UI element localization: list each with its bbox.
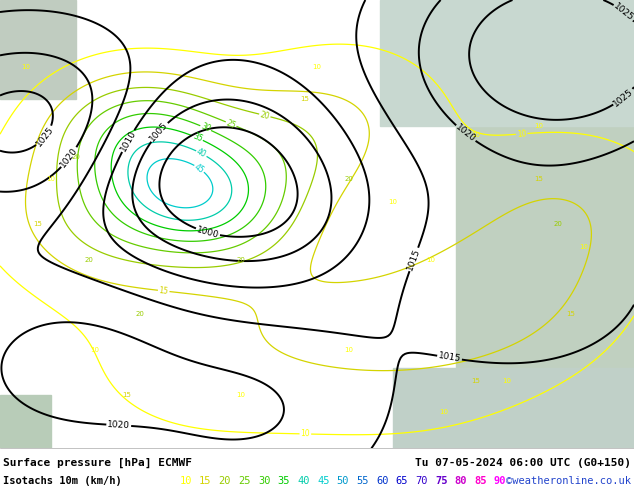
Text: 10: 10 [471,131,480,138]
Text: 20: 20 [259,110,271,121]
Text: 40: 40 [195,147,208,160]
Polygon shape [380,0,634,125]
Text: 35: 35 [278,476,290,486]
Text: 10: 10 [313,64,321,70]
Text: Surface pressure [hPa] ECMWF: Surface pressure [hPa] ECMWF [3,458,191,468]
Text: 30: 30 [258,476,271,486]
Polygon shape [456,0,634,448]
Text: 1025: 1025 [612,1,634,23]
Text: 80: 80 [455,476,467,486]
Text: 20: 20 [135,311,144,317]
Text: 50: 50 [337,476,349,486]
Text: 1025: 1025 [612,87,634,108]
Text: 20: 20 [236,257,245,263]
Text: 15: 15 [471,378,480,384]
Text: 35: 35 [191,132,204,144]
Text: 20: 20 [72,154,81,160]
Text: 85: 85 [474,476,487,486]
Text: 1025: 1025 [34,124,56,148]
Text: 10: 10 [517,129,527,139]
Text: 10: 10 [46,176,55,182]
Text: 45: 45 [317,476,330,486]
Text: 45: 45 [193,162,206,175]
Text: 70: 70 [415,476,428,486]
Text: ©weatheronline.co.uk: ©weatheronline.co.uk [507,476,631,486]
Text: 10: 10 [579,244,588,249]
Text: 25: 25 [225,118,237,130]
Polygon shape [0,0,76,98]
Text: 90: 90 [494,476,507,486]
Text: 20: 20 [553,221,562,227]
Text: Tu 07-05-2024 06:00 UTC (G0+150): Tu 07-05-2024 06:00 UTC (G0+150) [415,458,631,467]
Text: 10: 10 [91,347,100,353]
Text: 1020: 1020 [107,420,131,430]
Text: 15: 15 [158,286,169,296]
Text: 1005: 1005 [148,121,170,144]
Text: 10: 10 [179,476,192,486]
Text: Isotachs 10m (km/h): Isotachs 10m (km/h) [3,476,121,486]
Text: 20: 20 [219,476,231,486]
Text: 10: 10 [344,347,353,353]
Text: 15: 15 [566,311,575,317]
Text: 20: 20 [84,257,93,263]
Text: 1020: 1020 [59,146,80,169]
Text: 1010: 1010 [119,129,138,153]
Text: 40: 40 [297,476,310,486]
Text: 10: 10 [21,64,30,70]
Text: 10: 10 [534,122,543,128]
Text: 1015: 1015 [437,351,462,364]
Text: 10: 10 [389,199,398,205]
Text: 15: 15 [300,96,309,101]
Text: 1000: 1000 [195,225,220,240]
Text: 10: 10 [301,429,310,439]
Text: 30: 30 [200,122,212,134]
Text: 15: 15 [534,176,543,182]
Text: 10: 10 [503,378,512,384]
Text: 65: 65 [396,476,408,486]
Text: 15: 15 [199,476,212,486]
Text: 15: 15 [122,392,131,397]
Text: 10: 10 [427,257,436,263]
Text: 15: 15 [34,221,42,227]
Text: 10: 10 [439,410,448,416]
Text: 60: 60 [376,476,389,486]
Polygon shape [393,368,634,448]
Text: 1020: 1020 [454,123,477,144]
Text: 25: 25 [238,476,251,486]
Text: 55: 55 [356,476,369,486]
Text: 75: 75 [435,476,448,486]
Text: 1015: 1015 [406,247,422,272]
Text: 10: 10 [236,392,245,397]
Text: 20: 20 [344,176,353,182]
Polygon shape [0,394,51,448]
